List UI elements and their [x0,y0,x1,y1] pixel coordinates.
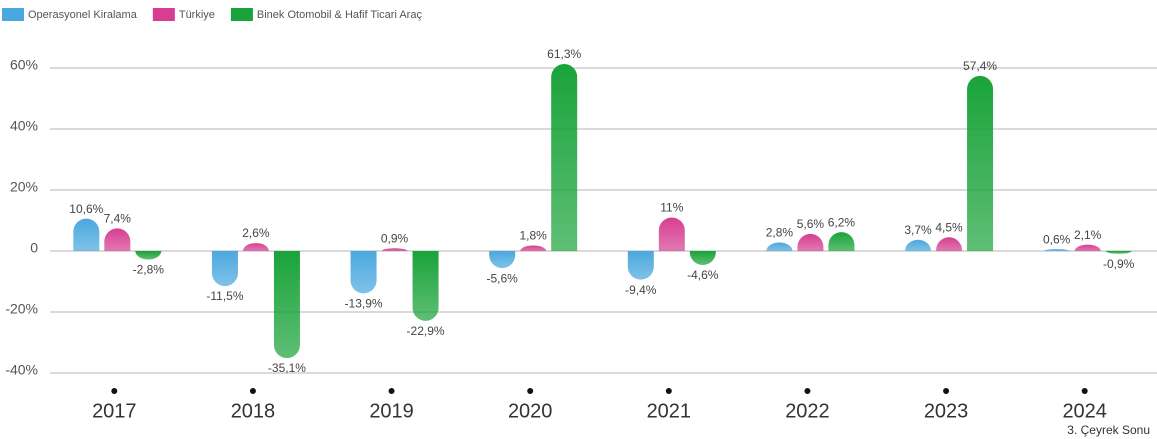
category-dot [943,388,950,394]
bar [350,251,377,294]
x-tick-label: 2023 [924,400,969,422]
bar [1043,249,1070,251]
bar [905,239,932,251]
y-tick-label: 0 [30,240,38,256]
bar [520,245,547,251]
data-label: 4,5% [935,220,963,234]
bar [627,251,654,280]
data-label: 57,4% [963,59,997,73]
legend-swatch [230,8,253,21]
data-label: 61,3% [547,47,581,61]
data-label: -9,4% [625,283,657,297]
bar [242,243,269,251]
data-label: 11% [660,201,683,215]
data-label: 6,2% [828,215,856,229]
legend-label: Türkiye [179,9,215,21]
legend-label: Operasyonel Kiralama [28,9,138,21]
legend-swatch [2,8,24,21]
bar [766,242,793,251]
bar [1074,244,1101,251]
x-tick-label: 2017 [92,400,137,422]
data-label: 2,1% [1074,228,1102,242]
legend-label: Binek Otomobil & Hafif Ticari Araç [257,9,423,21]
data-label: -13,9% [345,297,383,311]
data-label: 5,6% [797,217,825,231]
x-tick-label: 2019 [369,400,414,422]
category-dot [111,388,118,394]
data-label: -11,5% [206,289,243,303]
y-tick-label: -40% [5,362,38,378]
bar [489,251,516,269]
bar [1105,251,1132,254]
bar [797,233,824,251]
category-dot [388,388,395,394]
data-label: -22,9% [407,324,445,338]
bar [551,64,578,251]
category-dot [249,388,256,394]
data-label: -4,6% [687,268,719,282]
bar [381,248,408,251]
bar [936,237,963,251]
data-label: -5,6% [487,271,519,285]
bar [689,251,716,266]
category-dot [1081,388,1088,394]
data-label: 10,6% [69,202,103,216]
category-dot [527,388,534,394]
data-label: -35,1% [268,361,306,375]
x-tick-label: 2022 [785,400,830,422]
y-tick-label: 40% [10,118,38,134]
data-label: -2,8% [133,263,165,277]
x-tick-label: 2021 [647,400,692,422]
category-dot [665,388,672,394]
x-tick-label: 2020 [508,400,553,422]
bar [104,228,131,251]
data-label: 1,8% [520,229,548,243]
annotation: 3. Çeyrek Sonu [1067,423,1150,437]
bar [412,251,439,321]
data-label: 2,6% [242,226,270,240]
legend-swatch [152,8,175,21]
y-tick-label: 60% [10,57,38,73]
data-label: 0,9% [381,231,409,245]
y-tick-label: -20% [5,301,38,317]
bar [828,232,855,251]
x-tick-label: 2018 [231,400,276,422]
bar [658,217,685,251]
category-dot [804,388,811,394]
bar [967,75,994,252]
bar [273,251,300,359]
data-label: 7,4% [104,212,132,226]
bar [211,251,238,287]
data-label: 0,6% [1043,232,1071,246]
data-label: -0,9% [1103,257,1135,271]
data-label: 2,8% [766,226,794,240]
bar [135,251,162,260]
data-label: 3,7% [904,223,932,237]
x-tick-label: 2024 [1062,400,1107,422]
y-tick-label: 20% [10,179,38,195]
bar [73,218,100,251]
